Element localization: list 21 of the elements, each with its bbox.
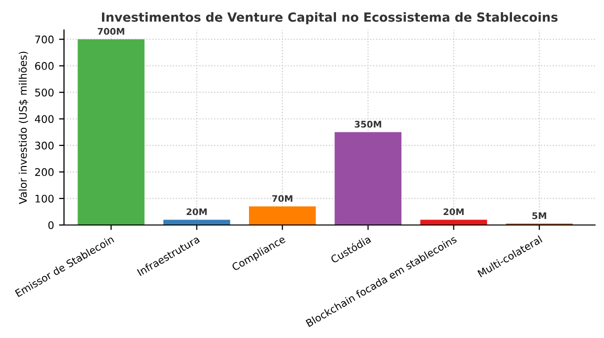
y-tick-label: 100	[36, 194, 54, 203]
data-label: 20M	[444, 208, 464, 216]
y-tick-label: 700	[35, 36, 54, 44]
y-tick-label: 0	[48, 221, 54, 230]
bar	[334, 132, 402, 225]
data-label: 5M	[532, 212, 546, 220]
y-tick-label: 300	[35, 142, 54, 150]
data-label: 350M	[354, 120, 382, 128]
bar	[163, 220, 230, 225]
y-tick-label: 600	[35, 62, 54, 70]
data-label: 70M	[272, 195, 292, 202]
bar	[248, 206, 316, 225]
y-axis-title: Valor investido (US$ milhões)	[18, 52, 28, 204]
y-tick-label: 500	[35, 88, 54, 96]
y-tick-label: 400	[34, 115, 54, 123]
bar	[420, 220, 488, 225]
y-tick-label: 200	[35, 168, 54, 176]
bar	[78, 39, 145, 225]
chart-title: Investimentos de Venture Capital no Ecossistema de Stablecoins	[102, 12, 558, 24]
data-label: 700M	[98, 28, 124, 35]
data-label: 20M	[186, 208, 207, 216]
